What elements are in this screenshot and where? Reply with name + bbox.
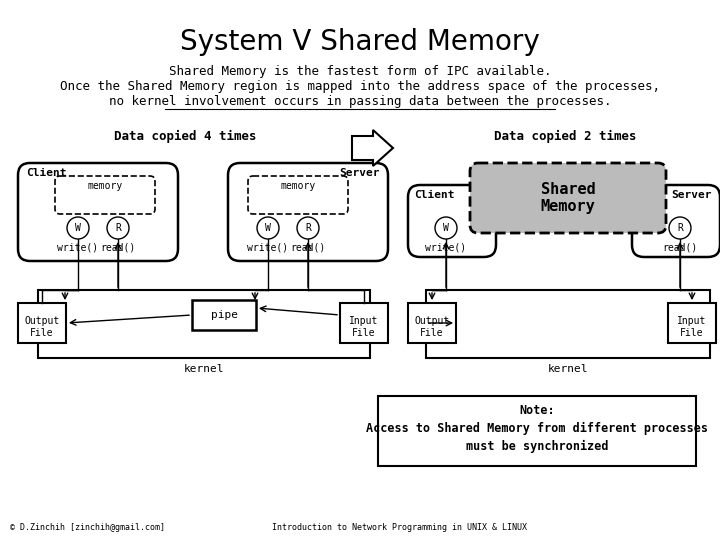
Text: write(): write() [58,243,99,253]
Text: W: W [265,223,271,233]
Polygon shape [352,130,393,166]
Bar [192,300,256,330]
Text: memory: memory [280,181,315,191]
Circle shape [107,217,129,239]
Bar [378,396,696,466]
Circle shape [435,217,457,239]
Text: Server: Server [340,168,380,178]
Text: Input
File: Input File [349,316,379,338]
Circle shape [669,217,691,239]
FancyBboxPatch shape [470,163,666,233]
Bar [426,290,710,358]
Text: Output
File: Output File [415,316,449,338]
Text: Client: Client [26,168,66,178]
Bar [340,303,388,343]
Text: Note:: Note: [519,404,555,417]
Circle shape [297,217,319,239]
Text: pipe: pipe [210,310,238,320]
Text: read(): read() [290,243,325,253]
Text: memory: memory [87,181,122,191]
Text: Introduction to Network Programming in UNIX & LINUX: Introduction to Network Programming in U… [272,523,528,532]
Text: kernel: kernel [548,364,588,374]
Text: Access to Shared Memory from different processes: Access to Shared Memory from different p… [366,422,708,435]
Text: W: W [443,223,449,233]
Text: © D.Zinchih [zinchih@gmail.com]: © D.Zinchih [zinchih@gmail.com] [10,523,165,532]
Text: write(): write() [426,243,467,253]
Text: kernel: kernel [184,364,224,374]
Text: R: R [115,223,121,233]
Bar [38,290,370,358]
Text: R: R [677,223,683,233]
Text: Server: Server [672,190,712,200]
Text: Once the Shared Memory region is mapped into the address space of the processes,: Once the Shared Memory region is mapped … [60,80,660,93]
Bar [668,303,716,343]
Text: Input
File: Input File [678,316,707,338]
Bar [408,303,456,343]
Text: W: W [75,223,81,233]
Text: read(): read() [100,243,135,253]
Circle shape [67,217,89,239]
Text: Data copied 4 times: Data copied 4 times [114,130,256,143]
Text: no kernel involvement occurs in passing data between the processes.: no kernel involvement occurs in passing … [109,95,611,108]
Text: Data copied 2 times: Data copied 2 times [494,130,636,143]
Text: System V Shared Memory: System V Shared Memory [180,28,540,56]
Bar [18,303,66,343]
Text: read(): read() [662,243,698,253]
Text: Client: Client [414,190,454,200]
Text: Output
File: Output File [24,316,60,338]
Circle shape [257,217,279,239]
Text: write(): write() [248,243,289,253]
Text: must be synchronized: must be synchronized [466,440,608,453]
Text: Shared Memory is the fastest form of IPC available.: Shared Memory is the fastest form of IPC… [168,65,552,78]
Text: Shared
Memory: Shared Memory [541,182,595,214]
Text: R: R [305,223,311,233]
